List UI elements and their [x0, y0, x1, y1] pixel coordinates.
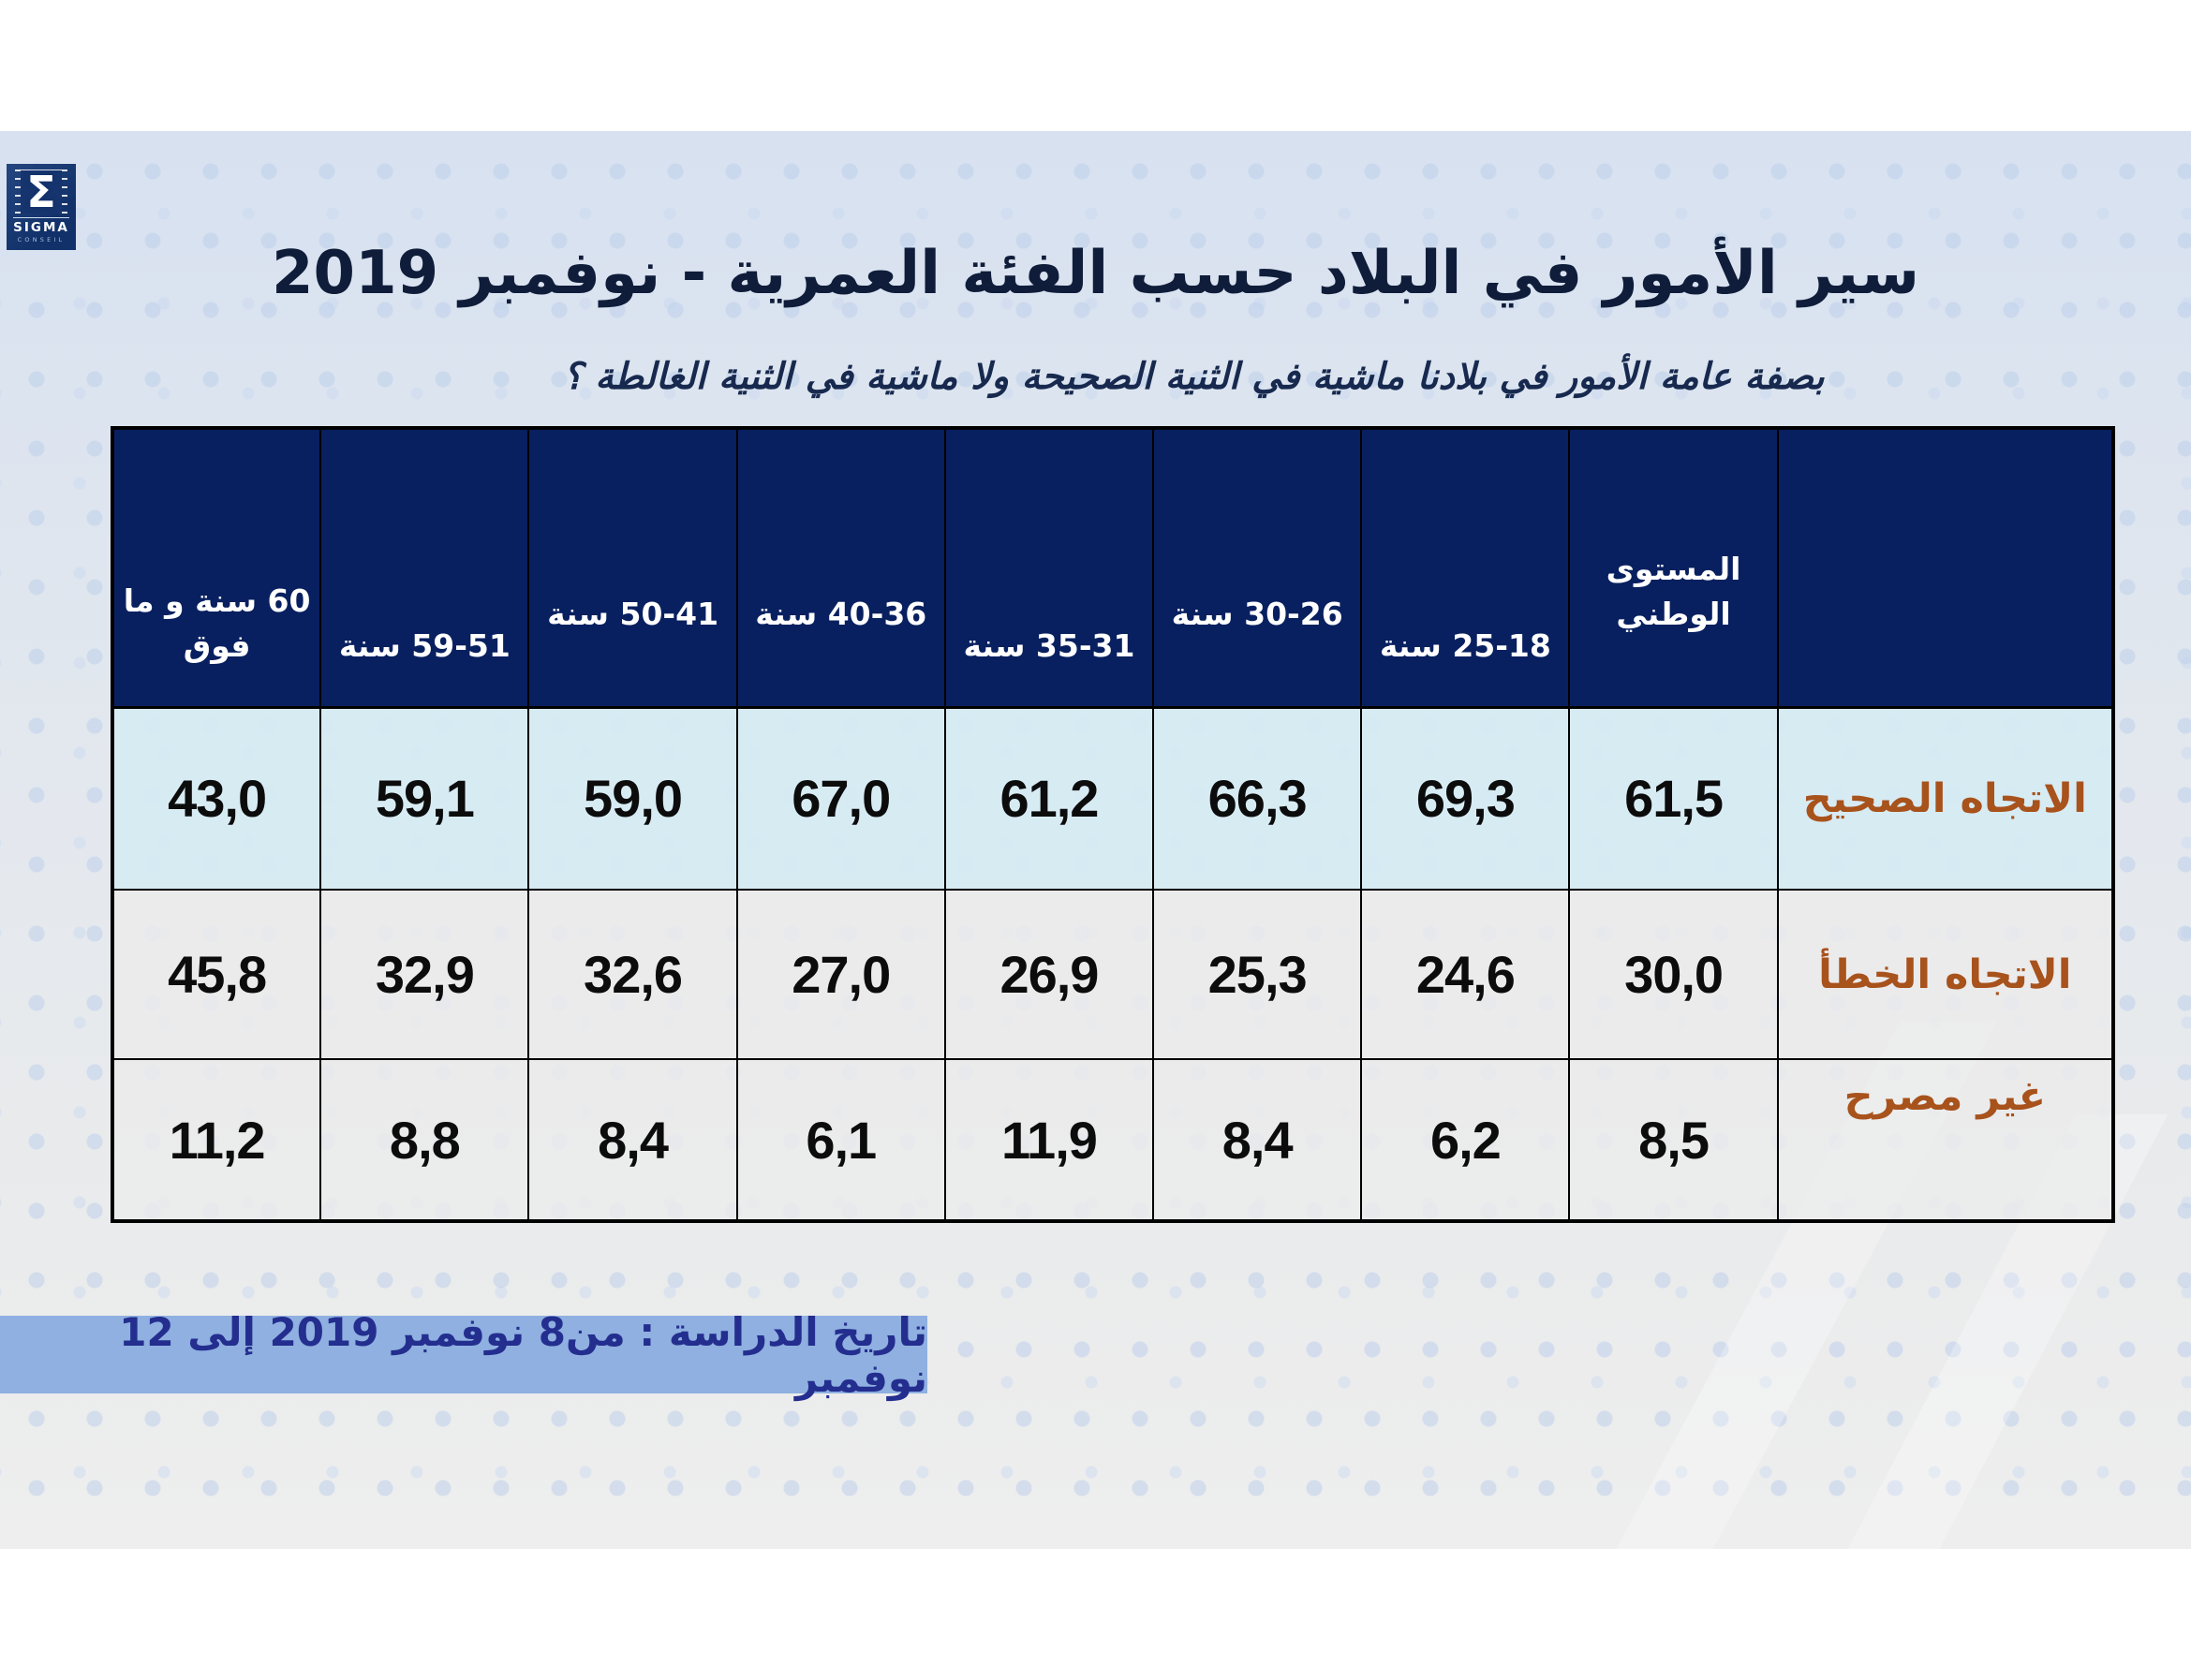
value-cell: 11,2 [111, 1058, 322, 1222]
value-cell: 66,3 [1152, 706, 1363, 891]
value-cell: 43,0 [111, 706, 322, 891]
row-label-header [1776, 427, 2115, 709]
age-group-header: 35-31 سنة [943, 427, 1155, 709]
value-cell: 8,4 [1152, 1058, 1363, 1222]
slide: Σ SIGMA CONSEIL سير الأمور في البلاد حسب… [0, 131, 2191, 1549]
value-cell: 32,6 [527, 889, 738, 1060]
age-group-header: 60 سنة و ما فوق [111, 427, 322, 709]
study-date-banner: تاريخ الدراسة : من8 نوفمبر 2019 إلى 12 ن… [0, 1309, 927, 1401]
row-label: غير مصرح [1776, 1058, 2115, 1222]
logo-brand-subtext: CONSEIL [17, 236, 66, 243]
sigma-conseil-logo: Σ SIGMA CONSEIL [7, 164, 76, 250]
value-cell: 67,0 [735, 706, 946, 891]
value-cell: 11,9 [943, 1058, 1155, 1222]
value-cell: 30,0 [1568, 889, 1779, 1060]
sigma-icon: Σ [15, 169, 67, 214]
value-cell: 24,6 [1360, 889, 1571, 1060]
value-cell: 45,8 [111, 889, 322, 1060]
study-date-text: تاريخ الدراسة : من8 نوفمبر 2019 إلى 12 ن… [119, 1308, 927, 1401]
age-group-header: 40-36 سنة [735, 427, 946, 709]
table-row: الاتجاه الخطأ 30,0 24,6 25,3 26,9 27,0 32,6 32,… [111, 889, 2115, 1060]
value-cell: 59,0 [527, 706, 738, 891]
sigma-glyph: Σ [21, 170, 62, 214]
value-cell: 61,5 [1568, 706, 1779, 891]
value-cell: 26,9 [943, 889, 1155, 1060]
table-row: غير مصرح 8,5 6,2 8,4 11,9 6,1 8,4 8,8 11,2 [111, 1058, 2115, 1222]
value-cell: 27,0 [735, 889, 946, 1060]
value-cell: 59,1 [319, 706, 530, 891]
survey-question: بصفة عامة الأمور في بلادنا ماشية في الثن… [563, 356, 1825, 398]
age-group-header: 59-51 سنة [319, 427, 530, 709]
value-cell: 8,5 [1568, 1058, 1779, 1222]
table-header: المستوى الوطني 25-18 سنة 30-26 سنة 35-31 سن… [111, 427, 2115, 709]
value-cell: 25,3 [1152, 889, 1363, 1060]
value-cell: 6,2 [1360, 1058, 1571, 1222]
value-cell: 6,1 [735, 1058, 946, 1222]
age-group-header: 25-18 سنة [1360, 427, 1571, 709]
age-group-header: المستوى الوطني [1568, 427, 1779, 709]
row-label: الاتجاه الخطأ [1776, 889, 2115, 1060]
slide-title: سير الأمور في البلاد حسب الفئة العمرية -… [272, 238, 1919, 308]
table-row: الاتجاه الصحيح 61,5 69,3 66,3 61,2 67,0 59,0 59… [111, 706, 2115, 891]
value-cell: 61,2 [943, 706, 1155, 891]
value-cell: 69,3 [1360, 706, 1571, 891]
logo-brand-text: SIGMA [13, 217, 69, 235]
row-label: الاتجاه الصحيح [1776, 706, 2115, 891]
age-group-header: 50-41 سنة [527, 427, 738, 709]
age-group-header: 30-26 سنة [1152, 427, 1363, 709]
results-table: المستوى الوطني 25-18 سنة 30-26 سنة 35-31 سن… [111, 426, 2115, 1223]
value-cell: 8,8 [319, 1058, 530, 1222]
value-cell: 32,9 [319, 889, 530, 1060]
value-cell: 8,4 [527, 1058, 738, 1222]
